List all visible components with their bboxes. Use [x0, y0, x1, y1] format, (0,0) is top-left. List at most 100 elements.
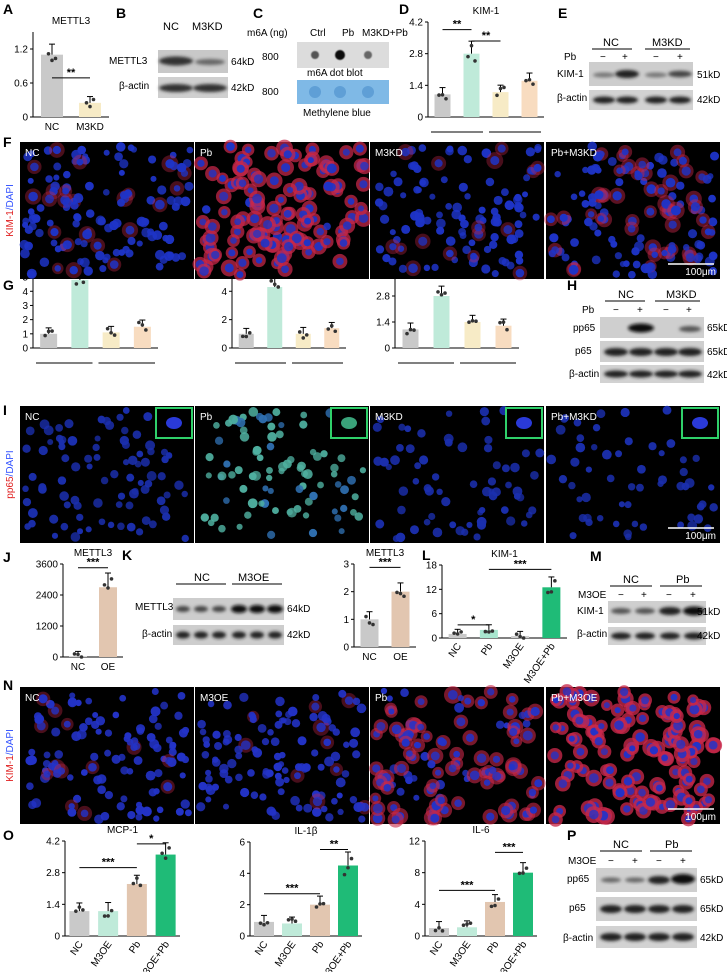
nucleus [400, 688, 409, 698]
nucleus [336, 792, 343, 799]
nucleus [568, 264, 579, 275]
nucleus [441, 497, 451, 507]
x-tick-label: Pb [310, 939, 326, 956]
nucleus [127, 810, 136, 820]
blot-k-band [231, 605, 247, 613]
nucleus [222, 803, 230, 810]
y-tick-label: 2.8 [376, 292, 390, 303]
x-tick-label: NC [69, 939, 86, 957]
micrograph-tile-label: M3KD [375, 412, 403, 423]
blot-h-band [604, 370, 628, 378]
nucleus [491, 270, 499, 278]
blot-b-mettl3-lane [158, 50, 228, 73]
nucleus [483, 779, 491, 786]
nucleus [486, 812, 495, 821]
nucleus [22, 497, 32, 507]
y-tick-label: 6 [431, 609, 437, 620]
nucleus [176, 752, 186, 762]
nucleus [309, 712, 318, 722]
micrograph-tile-label: Pb [200, 148, 213, 159]
nucleus [570, 238, 579, 247]
x-tick-label: NC [45, 122, 59, 133]
nucleus [429, 782, 437, 790]
nucleus [64, 419, 74, 429]
blot-e: NC M3KD Pb − + − + KIM-1 β-actin 51kD 42… [557, 37, 720, 110]
nucleus [19, 239, 29, 250]
nucleus [550, 751, 559, 760]
nucleus [423, 518, 431, 526]
nucleus [578, 190, 586, 197]
nucleus [598, 723, 605, 730]
bar [155, 854, 176, 936]
nucleus [67, 807, 77, 817]
nucleus [612, 270, 620, 278]
nucleus [708, 229, 716, 236]
nucleus [199, 728, 207, 736]
nucleus [692, 454, 700, 463]
nucleus [234, 745, 243, 754]
data-point [105, 326, 110, 331]
y-tick-label: 2 [221, 315, 227, 326]
nucleus [401, 224, 411, 234]
blot-b-row-actin: β-actin [119, 81, 149, 92]
nucleus [432, 527, 443, 538]
nucleus [330, 463, 339, 473]
nucleus [594, 229, 602, 237]
nucleus [104, 749, 112, 757]
nucleus [75, 699, 82, 707]
blot-m-row-kim1: KIM-1 [577, 606, 604, 617]
nucleus [514, 250, 524, 260]
inset-nucleus [341, 417, 357, 429]
nucleus [534, 146, 542, 154]
blot-b-band [195, 59, 225, 65]
data-point [498, 86, 503, 91]
nucleus [514, 193, 522, 202]
blot-p-col-nc: NC [613, 839, 629, 851]
nucleus [599, 208, 609, 217]
data-point [304, 333, 309, 337]
nucleus [356, 703, 367, 714]
nucleus [596, 409, 606, 419]
nucleus [205, 775, 213, 783]
nucleus [104, 223, 113, 233]
nucleus [646, 184, 657, 195]
nucleus [247, 498, 258, 509]
data-point [469, 43, 474, 48]
nucleus [353, 802, 364, 813]
nucleus [311, 749, 319, 757]
nucleus [208, 169, 217, 178]
nucleus [297, 736, 307, 746]
blot-m-band [635, 632, 655, 640]
blot-k-band [232, 631, 246, 639]
nucleus [235, 752, 243, 760]
data-point [493, 903, 497, 908]
nucleus [253, 174, 264, 184]
nucleus [510, 462, 520, 473]
nucleus [457, 442, 468, 453]
chart-d: KIM-1 0 1.4 2.8 4.2 ** ** [409, 6, 544, 133]
nucleus [238, 258, 247, 267]
blot-p-band [672, 933, 694, 941]
nucleus [478, 206, 486, 214]
x-tick-label: NC [428, 939, 445, 957]
nucleus [109, 260, 119, 269]
nucleus [552, 696, 560, 704]
data-point [437, 93, 441, 97]
nucleus [127, 455, 138, 466]
data-point [505, 327, 509, 332]
nucleus [50, 181, 60, 191]
dot-blot-dot [311, 51, 319, 59]
blot-k-band [194, 606, 208, 612]
nucleus [588, 773, 599, 783]
blot-p-m3oe-label: M3OE [568, 856, 597, 867]
nucleus [308, 528, 318, 538]
nucleus [473, 533, 481, 541]
blot-h-band [629, 370, 653, 378]
y-tick-label: 1.4 [46, 900, 60, 911]
nucleus [73, 193, 84, 204]
nucleus [86, 463, 93, 470]
nucleus [678, 156, 687, 165]
micrograph-row-f: KIM-1/DAPI NC Pb M3KD Pb+M3KD 100μm [5, 139, 720, 281]
nucleus [69, 692, 76, 699]
nucleus [50, 239, 58, 247]
